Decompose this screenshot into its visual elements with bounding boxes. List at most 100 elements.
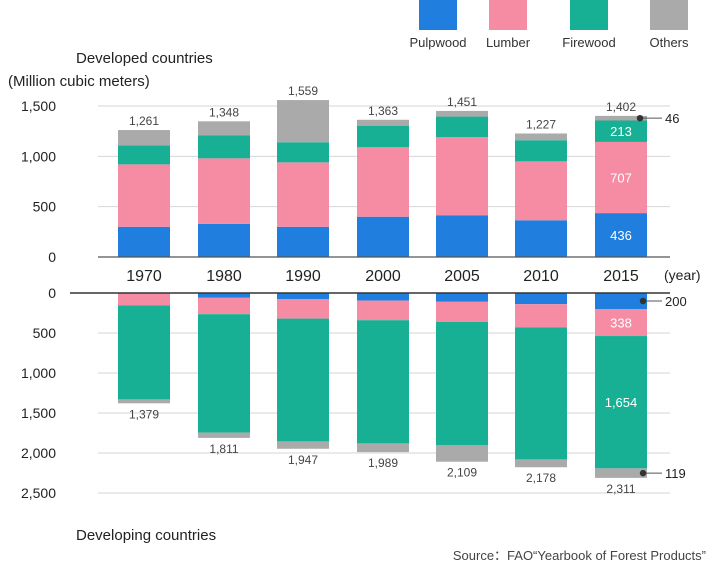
developing-callout-others: 119 xyxy=(665,466,686,481)
developed-bar-2000-firewood xyxy=(357,125,409,148)
developing-bar-1970-firewood xyxy=(118,305,170,400)
developing-bar-1970-lumber xyxy=(118,293,170,306)
developing-title: Developing countries xyxy=(76,527,217,544)
developing-bar-2005-firewood xyxy=(436,321,488,445)
category-label-2015: 2015 xyxy=(603,268,639,285)
legend-swatch-firewood xyxy=(570,0,608,30)
developed-bar-2000-lumber xyxy=(357,147,409,217)
developed-bar-1980-others xyxy=(198,121,250,136)
legend-item-pulpwood: Pulpwood xyxy=(398,0,478,50)
developed-ytick-1-000: 1,000 xyxy=(21,148,56,164)
developed-total-1990: 1,559 xyxy=(288,84,318,98)
developed-bar-1990-lumber xyxy=(277,162,329,227)
category-label-2000: 2000 xyxy=(365,268,401,285)
developing-total-2010: 2,178 xyxy=(526,471,556,485)
developed-callout-others: 46 xyxy=(665,111,679,126)
developed-total-2010: 1,227 xyxy=(526,117,556,131)
developed-bar-2015-lumber xyxy=(595,141,647,214)
developing-bar-2000-lumber xyxy=(357,300,409,321)
developed-total-2015: 1,402 xyxy=(606,100,636,114)
developing-bar-2010-lumber xyxy=(515,304,567,328)
legend-label-others: Others xyxy=(649,35,689,50)
developing-bar-2010-firewood xyxy=(515,327,567,460)
developing-bar-2010-others xyxy=(515,459,567,468)
developed-bar-2015-others xyxy=(595,115,647,121)
developing-ytick-1-500: 1,500 xyxy=(21,405,56,421)
legend-label-firewood: Firewood xyxy=(562,35,616,50)
developing-leader-dot-pulpwood xyxy=(639,297,647,305)
developing-bar-1980-others xyxy=(198,432,250,438)
developing-bar-1990-pulpwood xyxy=(277,293,329,299)
developing-bar-2010-pulpwood xyxy=(515,293,567,305)
developed-bar-2010-pulpwood xyxy=(515,220,567,257)
developing-bar-2000-others xyxy=(357,443,409,453)
developing-total-1990: 1,947 xyxy=(288,453,318,467)
developed-bar-1990-pulpwood xyxy=(277,226,329,257)
developed-bar-2015-firewood xyxy=(595,120,647,142)
legend-item-lumber: Lumber xyxy=(468,0,548,50)
developed-ytick-1-500: 1,500 xyxy=(21,98,56,114)
developing-ytick-1-000: 1,000 xyxy=(21,365,56,381)
developing-bar-1990-others xyxy=(277,441,329,449)
year-axis-unit: (year) xyxy=(664,267,701,283)
developed-ytick-0: 0 xyxy=(48,249,56,265)
developed-bar-1970-others xyxy=(118,130,170,146)
developing-bar-2015-firewood xyxy=(595,336,647,469)
developed-bar-1970-pulpwood xyxy=(118,226,170,257)
developed-total-1980: 1,348 xyxy=(209,105,239,119)
developed-total-2005: 1,451 xyxy=(447,95,477,109)
developing-segment-label-firewood: 1,654 xyxy=(605,395,638,410)
source-note: Source：FAO“Yearbook of Forest Products” xyxy=(452,548,706,563)
developing-bar-2015-lumber xyxy=(595,309,647,337)
developed-bar-1980-pulpwood xyxy=(198,223,250,257)
legend-swatch-lumber xyxy=(489,0,527,30)
category-label-2010: 2010 xyxy=(523,268,559,285)
developing-bar-1970-others xyxy=(118,399,170,404)
developing-total-1970: 1,379 xyxy=(129,407,159,421)
legend-swatch-others xyxy=(650,0,688,30)
developed-segment-label-firewood: 213 xyxy=(610,124,632,139)
developing-bar-2000-pulpwood xyxy=(357,293,409,301)
developed-segment-label-pulpwood: 436 xyxy=(610,228,632,243)
developing-total-2015: 2,311 xyxy=(606,482,635,496)
developing-total-2000: 1,989 xyxy=(368,456,398,470)
developed-bar-2005-firewood xyxy=(436,116,488,138)
legend-label-lumber: Lumber xyxy=(485,35,531,50)
developed-bar-2005-pulpwood xyxy=(436,215,488,257)
developing-ytick-2-500: 2,500 xyxy=(21,485,56,501)
developing-bar-2005-lumber xyxy=(436,301,488,322)
developing-ytick-0: 0 xyxy=(48,285,56,301)
developed-segment-label-lumber: 707 xyxy=(610,171,632,186)
developing-bar-2005-others xyxy=(436,445,488,462)
legend-item-others: Others xyxy=(629,0,709,50)
legend-item-firewood: Firewood xyxy=(549,0,629,50)
developed-bar-1980-firewood xyxy=(198,135,250,159)
developed-bar-1970-firewood xyxy=(118,145,170,165)
developing-bar-2000-firewood xyxy=(357,320,409,444)
developed-title: Developed countries xyxy=(76,50,213,67)
developing-total-1980: 1,811 xyxy=(209,442,238,456)
developed-ytick-500: 500 xyxy=(33,199,57,215)
developed-bar-2005-lumber xyxy=(436,137,488,216)
developing-segment-label-lumber: 338 xyxy=(610,316,632,331)
developed-bar-2000-others xyxy=(357,119,409,126)
developed-bar-2010-others xyxy=(515,133,567,141)
developed-bar-2005-others xyxy=(436,110,488,117)
developing-bar-1980-lumber xyxy=(198,297,250,315)
category-label-1980: 1980 xyxy=(206,268,242,285)
developed-total-1970: 1,261 xyxy=(129,114,159,128)
legend-label-pulpwood: Pulpwood xyxy=(409,35,467,50)
developed-bar-2015-pulpwood xyxy=(595,213,647,257)
developing-bar-2005-pulpwood xyxy=(436,293,488,302)
developing-callout-pulpwood: 200 xyxy=(665,294,687,309)
developing-bar-2015-others xyxy=(595,468,647,478)
developing-bar-1980-firewood xyxy=(198,314,250,433)
developing-total-2005: 2,109 xyxy=(447,466,477,480)
developed-bar-1990-firewood xyxy=(277,142,329,163)
developed-bar-1980-lumber xyxy=(198,158,250,224)
developing-bar-1980-pulpwood xyxy=(198,293,250,298)
developed-bar-2010-firewood xyxy=(515,140,567,162)
developed-leader-dot-others xyxy=(636,114,644,122)
developing-leader-dot-others xyxy=(639,469,647,477)
